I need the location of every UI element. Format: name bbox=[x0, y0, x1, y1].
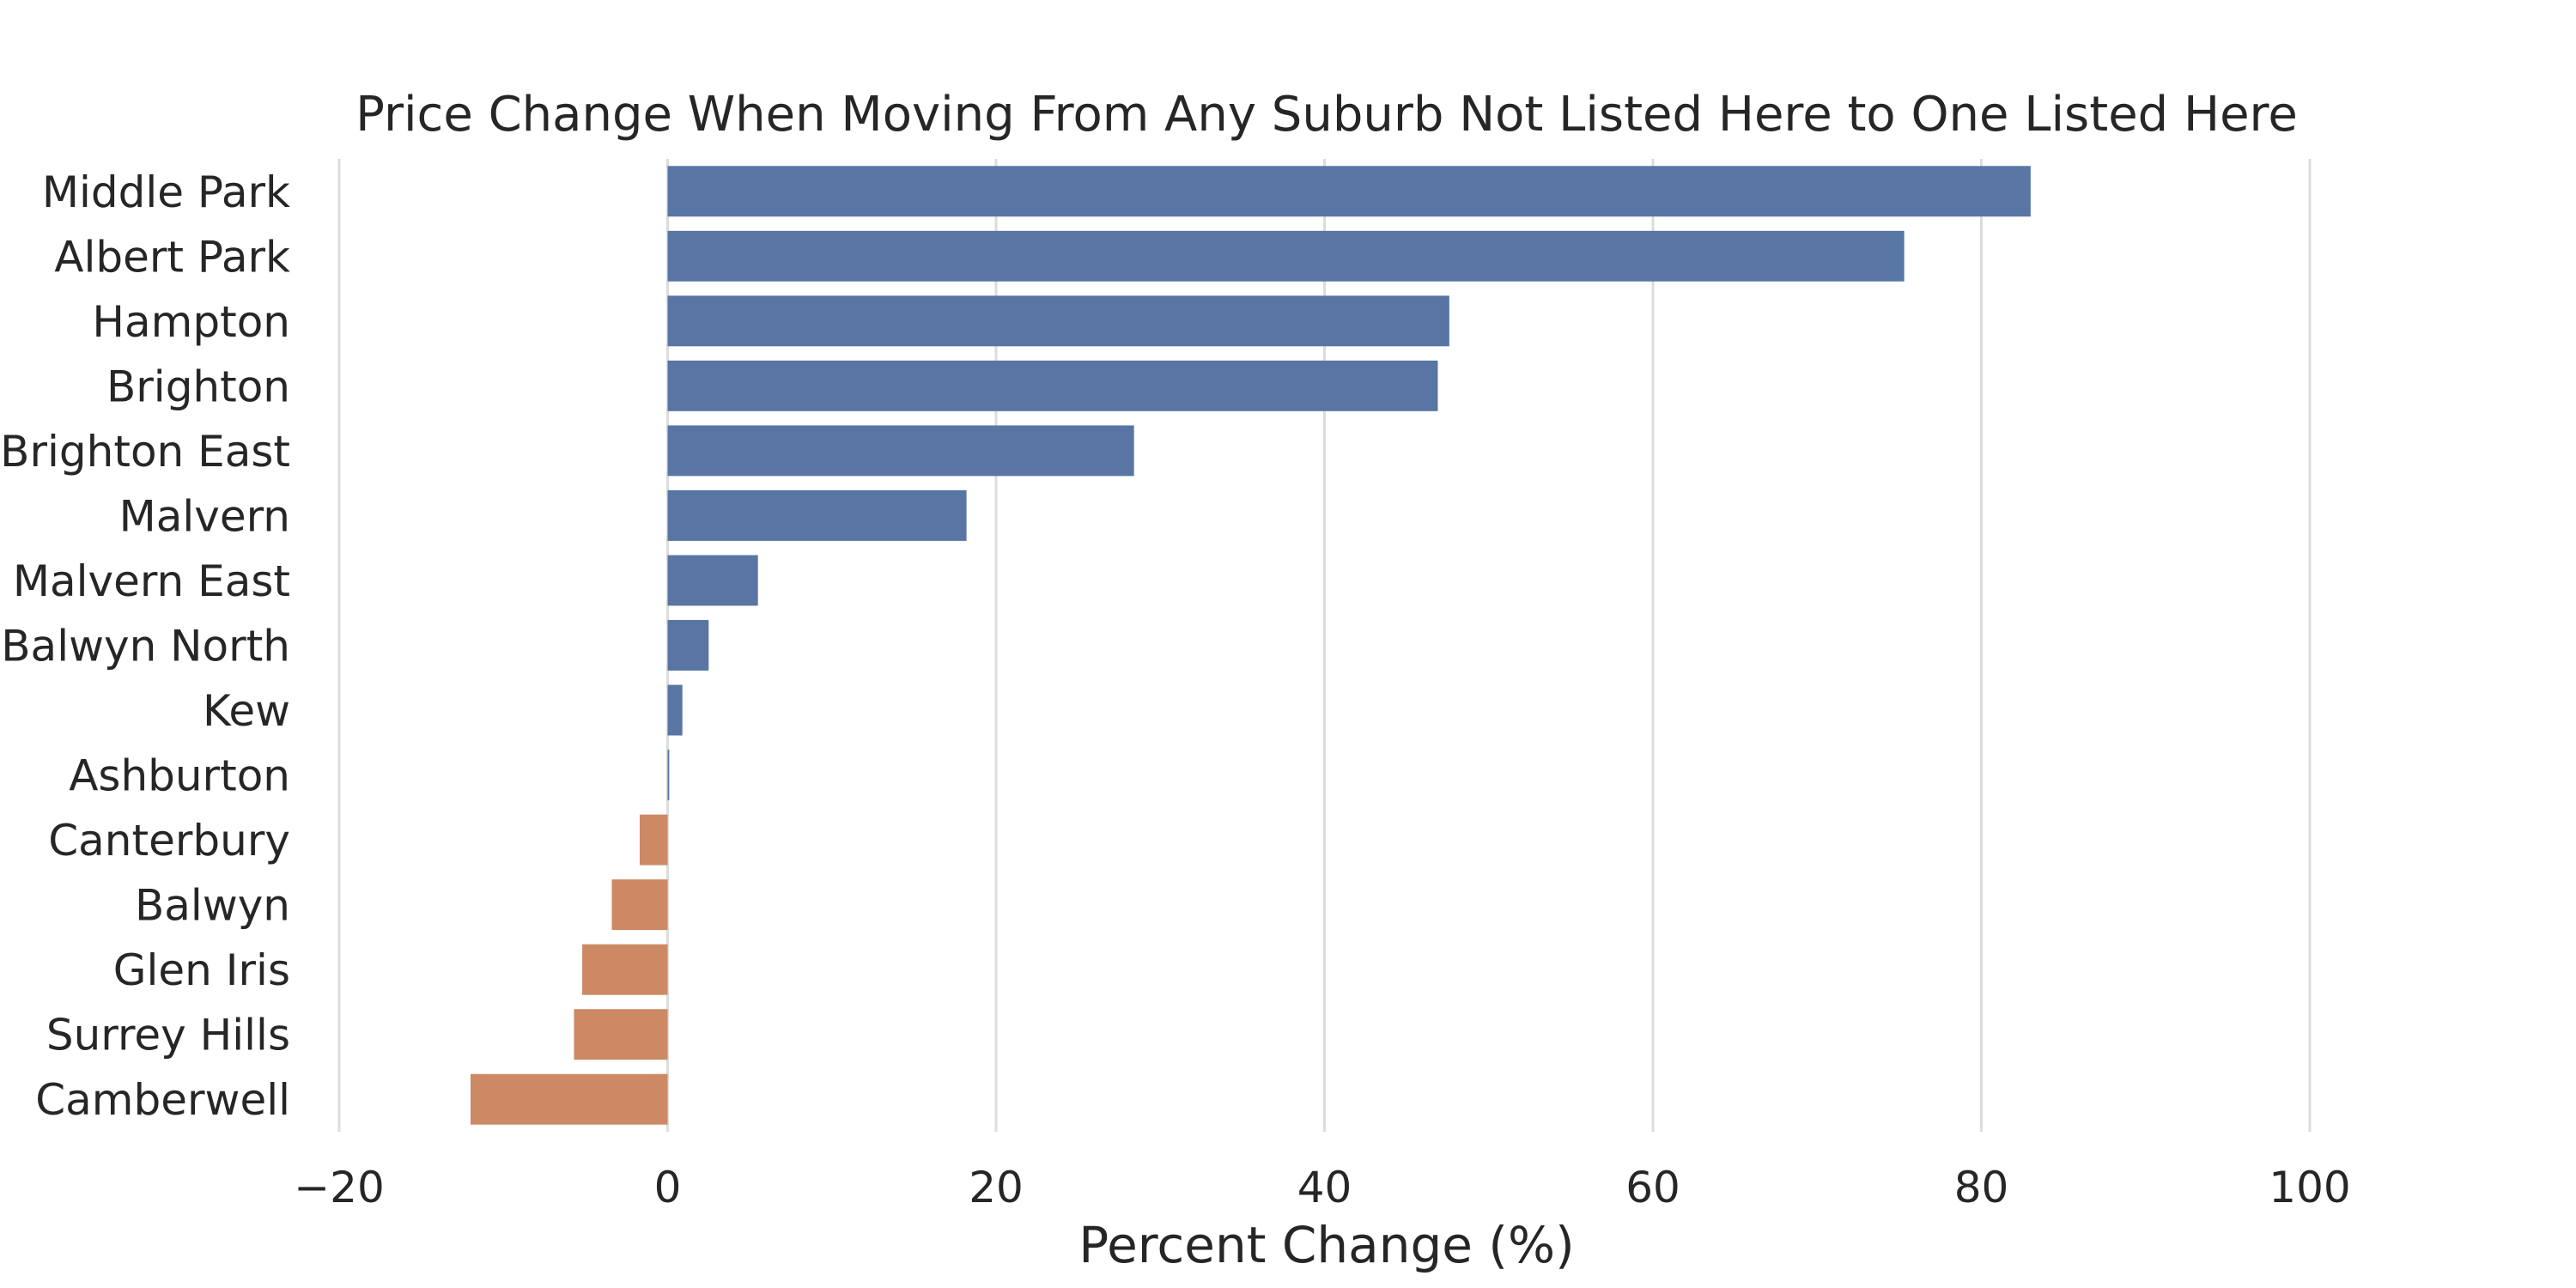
bar-balwyn-north bbox=[667, 620, 709, 671]
bar-middle-park bbox=[667, 166, 2031, 217]
bar-brighton bbox=[667, 360, 1438, 411]
category-label-middle-park: Middle Park bbox=[42, 167, 290, 217]
category-label-surrey-hills: Surrey Hills bbox=[46, 1011, 290, 1060]
x-tick-label-4: 60 bbox=[1625, 1163, 1680, 1212]
category-label-malvern: Malvern bbox=[119, 491, 290, 541]
x-tick-label-0: −20 bbox=[294, 1163, 385, 1212]
category-label-brighton: Brighton bbox=[106, 361, 290, 411]
category-label-glen-iris: Glen Iris bbox=[113, 945, 290, 995]
bar-albert-park bbox=[667, 230, 1905, 282]
bar-layer bbox=[471, 166, 2031, 1125]
category-label-balwyn-north: Balwyn North bbox=[1, 622, 290, 671]
bar-malvern-east bbox=[667, 555, 758, 606]
x-tick-label-3: 40 bbox=[1297, 1163, 1352, 1212]
bar-camberwell bbox=[471, 1073, 668, 1125]
x-tick-label-2: 20 bbox=[969, 1163, 1024, 1212]
bar-brighton-east bbox=[667, 425, 1134, 477]
x-tick-label-5: 80 bbox=[1954, 1163, 2009, 1212]
category-label-camberwell: Camberwell bbox=[35, 1075, 290, 1125]
bar-kew bbox=[667, 684, 683, 736]
category-labels: Middle Park Albert Park Hampton Brighton Bri… bbox=[0, 167, 290, 1125]
x-axis-title: Percent Change (%) bbox=[1078, 1216, 1575, 1274]
bar-malvern bbox=[667, 489, 967, 541]
bar-balwyn bbox=[611, 879, 668, 931]
category-label-kew: Kew bbox=[203, 686, 290, 736]
category-label-malvern-east: Malvern East bbox=[13, 556, 290, 606]
bar-glen-iris bbox=[582, 944, 668, 995]
bar-canterbury bbox=[639, 814, 668, 866]
bar-hampton bbox=[667, 295, 1449, 347]
x-axis-ticks: −20 0 20 40 60 80 100 bbox=[294, 1163, 2350, 1212]
category-label-hampton: Hampton bbox=[92, 297, 290, 347]
category-label-albert-park: Albert Park bbox=[54, 232, 290, 282]
chart-title: Price Change When Moving From Any Suburb… bbox=[355, 87, 2298, 143]
bar-surrey-hills bbox=[574, 1009, 668, 1060]
x-tick-label-1: 0 bbox=[654, 1163, 682, 1212]
category-label-canterbury: Canterbury bbox=[48, 816, 290, 866]
category-label-ashburton: Ashburton bbox=[69, 751, 290, 801]
bar-ashburton bbox=[667, 750, 670, 801]
category-label-brighton-east: Brighton East bbox=[0, 427, 290, 477]
category-label-balwyn: Balwyn bbox=[135, 881, 290, 931]
x-tick-label-6: 100 bbox=[2269, 1163, 2350, 1212]
